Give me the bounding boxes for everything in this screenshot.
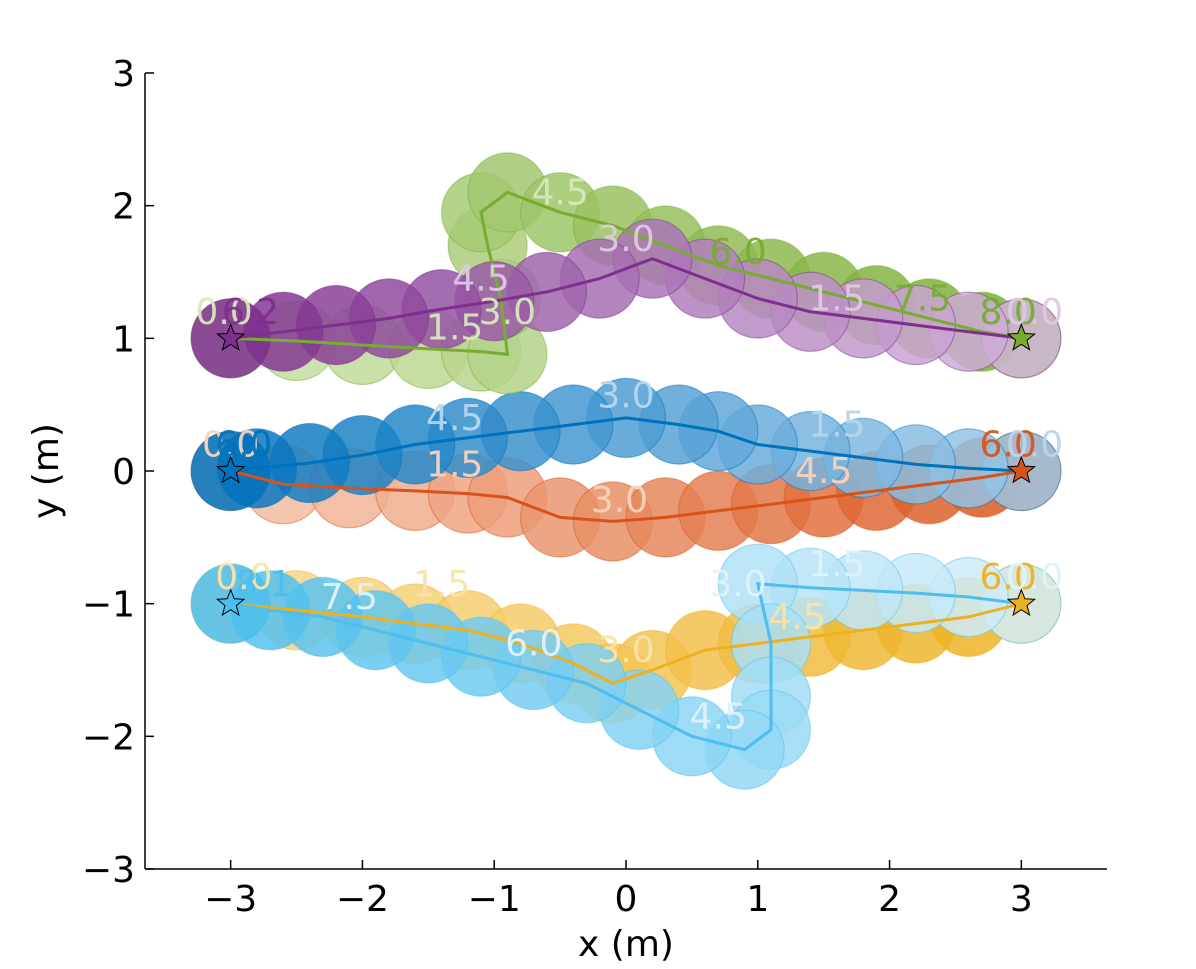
- time-label: 8.1: [235, 564, 292, 605]
- y-tick-label: 1: [112, 319, 135, 360]
- goal-star-marker: [215, 455, 246, 484]
- goal-star-marker: [1006, 455, 1037, 484]
- time-label: 6.2: [222, 292, 279, 333]
- time-label: 3.0: [597, 219, 654, 260]
- time-label: 4.5: [452, 259, 509, 300]
- x-tick-label: −3: [204, 879, 257, 920]
- x-tick-label: −2: [336, 879, 389, 920]
- time-label: 0.0: [1006, 557, 1063, 598]
- goal-star-marker: [215, 322, 246, 351]
- time-label: 4.5: [426, 398, 483, 439]
- y-axis-label: y (m): [26, 423, 67, 519]
- time-label: 4.5: [531, 172, 588, 213]
- x-tick-label: 0: [615, 879, 638, 920]
- time-label: 1.5: [808, 405, 865, 446]
- plot-area: 0.0 1.53.04.56.00.01.53.04.56.00.0 1.53.04…: [190, 152, 1063, 790]
- trajectory-line: [230, 257, 1022, 340]
- time-label: 0.0: [215, 557, 272, 598]
- time-label: 4.5: [795, 451, 852, 492]
- x-tick-label: 2: [878, 879, 901, 920]
- time-label: 4.5: [690, 696, 747, 737]
- time-label: 6.0: [215, 424, 272, 465]
- y-tick-label: 3: [112, 54, 135, 95]
- trajectory-line: [230, 190, 1022, 356]
- time-label: 8.0: [980, 292, 1037, 333]
- time-label: 3.0: [709, 564, 766, 605]
- goal-star-marker: [215, 588, 246, 617]
- x-tick-label: 1: [746, 879, 769, 920]
- goal-star-marker: [1006, 588, 1037, 617]
- trajectory-line: [230, 602, 1022, 685]
- trajectory-line: [230, 582, 1022, 752]
- y-tick-label: −3: [82, 850, 135, 891]
- time-label: 3.0: [591, 480, 648, 521]
- time-label: 0.0: [1006, 292, 1063, 333]
- x-axis-label: x (m): [578, 924, 674, 965]
- time-label: 4.5: [769, 597, 826, 638]
- time-label: 6.0: [709, 232, 766, 273]
- x-ticks: −3 −2 −1 0 1 2 3: [204, 860, 1033, 920]
- x-tick-label: 3: [1010, 879, 1033, 920]
- trajectory-series: [190, 543, 1062, 790]
- time-label: 1.5: [426, 308, 483, 349]
- time-label: 1.5: [413, 564, 470, 605]
- time-label: 1.5: [426, 444, 483, 485]
- time-label: 0.0: [195, 292, 252, 333]
- trajectory-line: [230, 469, 1022, 523]
- time-label: 0.0: [202, 424, 259, 465]
- x-tick-label: −1: [468, 879, 521, 920]
- time-label: 0.0: [1006, 424, 1063, 465]
- time-label: 6.0: [980, 557, 1037, 598]
- trajectory-line: [230, 416, 1022, 473]
- y-ticks: −3 −2 −1 0 1 2 3: [82, 54, 154, 891]
- time-label: 3.0: [597, 630, 654, 671]
- time-label: 1.5: [808, 279, 865, 320]
- time-label: 1.5: [808, 544, 865, 585]
- y-tick-label: 0: [112, 452, 135, 493]
- y-tick-label: −1: [82, 585, 135, 626]
- time-label: 3.0: [597, 375, 654, 416]
- y-tick-label: 2: [112, 187, 135, 228]
- time-label: 7.5: [894, 279, 951, 320]
- time-label: 3.0: [479, 292, 536, 333]
- y-tick-label: −2: [82, 717, 135, 758]
- time-label: 7.5: [321, 577, 378, 618]
- goal-star-marker: [1006, 322, 1037, 351]
- time-label: 6.0: [505, 623, 562, 664]
- time-label: 6.0: [980, 424, 1037, 465]
- axes: −3 −2 −1 0 1 2 3 −3 −2 −1 0 1 2 3 x (m) y (m): [26, 54, 1107, 965]
